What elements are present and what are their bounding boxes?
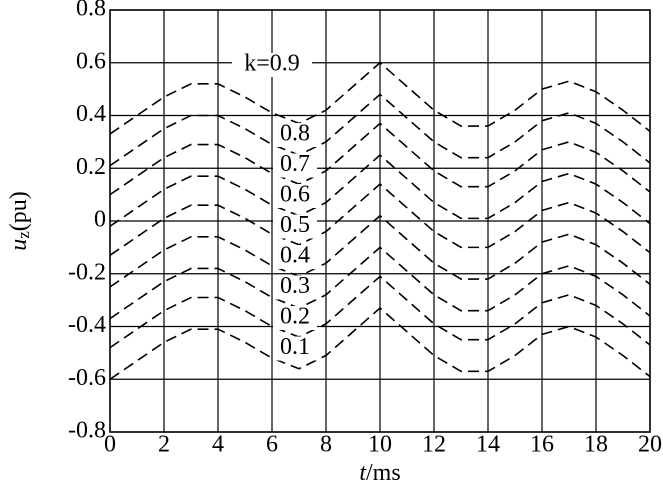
- y-tick-label: 0.8: [76, 0, 106, 22]
- x-label-unit: /ms: [366, 460, 401, 486]
- x-tick-label: 8: [320, 432, 332, 458]
- y-tick-label: 0.2: [76, 154, 106, 180]
- curve: [109, 153, 651, 227]
- curve-label: 0.3: [280, 273, 310, 299]
- x-tick-label: 20: [638, 432, 662, 458]
- curve: [109, 122, 651, 196]
- x-axis-label: t/ms: [359, 460, 400, 486]
- y-tick-label: 0.6: [76, 48, 106, 74]
- x-tick-label: 12: [422, 432, 446, 458]
- y-axis-label: uz(pu): [6, 191, 33, 251]
- curve: [109, 275, 651, 349]
- y-tick-label: -0.8: [68, 418, 106, 444]
- label-bg: [273, 306, 317, 330]
- label-bg: [273, 184, 317, 208]
- y-label-var: u: [6, 239, 32, 251]
- label-bg: [273, 123, 317, 147]
- label-bg: [273, 245, 317, 269]
- label-bg: [273, 275, 317, 300]
- x-tick-label: 14: [476, 432, 500, 458]
- x-tick-label: 16: [530, 432, 554, 458]
- label-bg: [273, 336, 317, 361]
- y-tick-label: -0.2: [68, 259, 106, 285]
- y-tick-label: -0.6: [68, 365, 106, 391]
- label-bg: [273, 214, 317, 239]
- curve: [109, 306, 651, 380]
- curve: [109, 61, 651, 135]
- x-tick-label: 0: [104, 432, 116, 458]
- x-tick-label: 4: [212, 432, 224, 458]
- x-tick-label: 10: [368, 432, 392, 458]
- y-tick-label: -0.4: [68, 312, 106, 338]
- y-label-sub: z: [14, 231, 33, 239]
- curve-label: 0.6: [280, 182, 310, 208]
- x-tick-label: 6: [266, 432, 278, 458]
- curve-label: 0.4: [280, 243, 310, 269]
- y-tick-label: 0: [94, 207, 106, 233]
- curve-label: 0.7: [280, 151, 310, 177]
- curve-label: 0.1: [280, 334, 310, 360]
- x-tick-label: 18: [584, 432, 608, 458]
- curve-label: k=0.9: [244, 51, 300, 77]
- y-label-unit: (pu): [6, 191, 32, 231]
- curve: [109, 183, 651, 256]
- curve: [109, 93, 651, 167]
- curve-label: 0.2: [280, 304, 310, 330]
- x-tick-label: 2: [158, 432, 170, 458]
- x-label-var: t: [359, 460, 367, 486]
- curve: [109, 246, 651, 320]
- curve: [109, 214, 651, 288]
- curve-label: 0.5: [280, 212, 310, 238]
- curve-label: 0.8: [280, 121, 310, 147]
- label-bg: [273, 153, 317, 178]
- y-tick-label: 0.4: [76, 101, 106, 127]
- label-bg: [232, 53, 312, 77]
